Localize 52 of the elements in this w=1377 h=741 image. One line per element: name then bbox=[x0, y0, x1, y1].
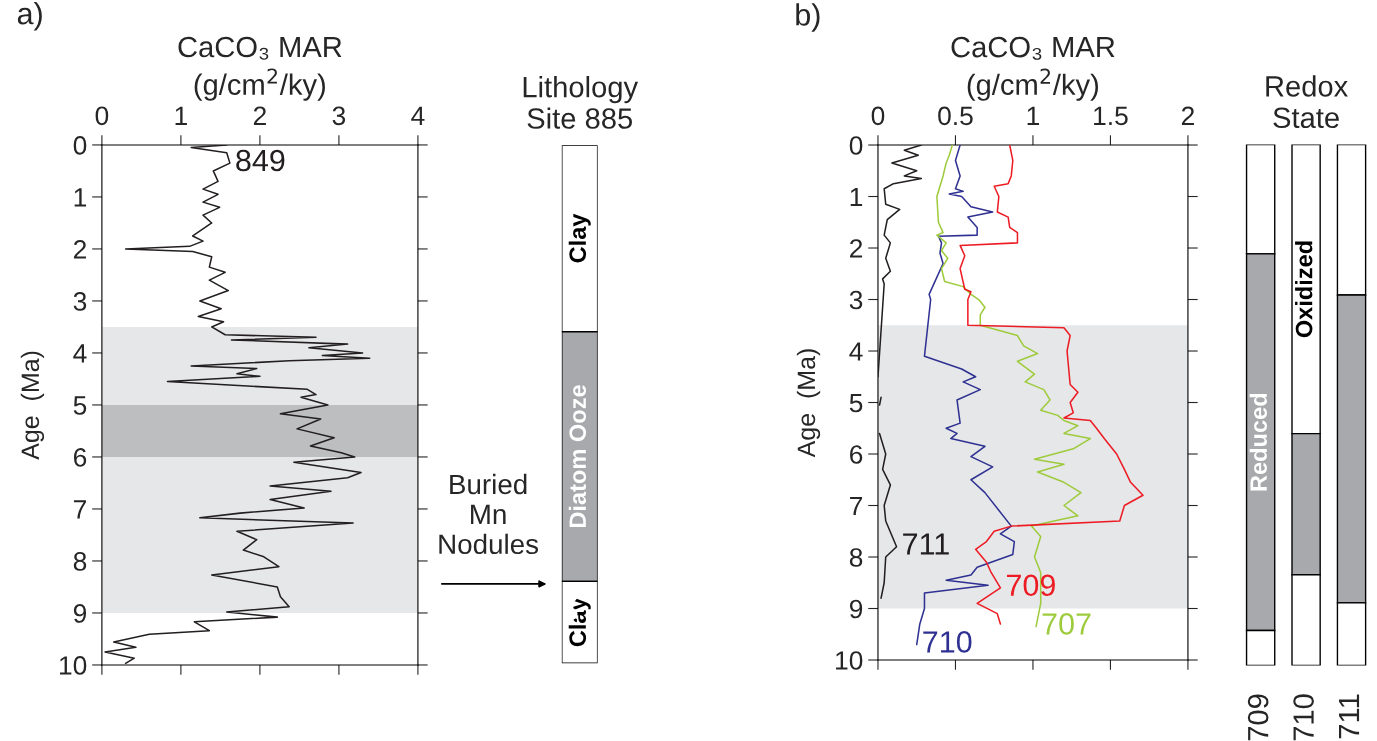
y-tick-label: 1 bbox=[850, 187, 863, 207]
chart-title: CaCO₃ MAR (g/cm$^{2}$/ky) bbox=[178, 36, 342, 101]
y-tick-label: 6 bbox=[73, 448, 87, 467]
chart-title: Lithology Site 885 bbox=[523, 76, 639, 129]
x-tick-label: 2 bbox=[253, 106, 266, 125]
text: a) bbox=[17, 2, 42, 31]
series-label: Diatom Ooze bbox=[568, 385, 587, 528]
y-axis-title: Age (Ma) bbox=[20, 351, 45, 460]
x-tick-label: 3 bbox=[332, 106, 346, 126]
x-tick-label: 1 bbox=[1027, 106, 1040, 125]
y-tick-label: 4 bbox=[73, 344, 87, 363]
x-tick-label: 710 bbox=[1293, 694, 1314, 741]
y-tick-label: 9 bbox=[849, 599, 863, 619]
x-tick-label: 0 bbox=[871, 106, 885, 126]
x-tick-label: 2 bbox=[1181, 106, 1194, 125]
y-tick-label: 0 bbox=[73, 136, 87, 155]
x-tick-label: 711 bbox=[1339, 694, 1360, 739]
y-tick-label: 7 bbox=[73, 500, 86, 519]
series-label: 707 bbox=[1042, 613, 1091, 635]
y-tick-label: 5 bbox=[73, 396, 87, 415]
series-label: Reduced bbox=[1249, 393, 1267, 491]
y-tick-label: 3 bbox=[849, 290, 863, 310]
y-tick-label: 2 bbox=[73, 240, 86, 259]
x-tick-label: 0 bbox=[95, 106, 109, 126]
x-tick-label: 0.5 bbox=[938, 106, 973, 126]
y-axis-title: Age (Ma) bbox=[796, 349, 821, 458]
y-tick-label: 0 bbox=[849, 136, 863, 155]
y-tick-label: 4 bbox=[849, 342, 863, 361]
x-tick-label: 4 bbox=[411, 106, 425, 125]
y-tick-label: 6 bbox=[850, 445, 863, 464]
series-label: 711 bbox=[903, 533, 949, 555]
y-tick-label: 10 bbox=[836, 651, 863, 670]
series-label: 849 bbox=[236, 149, 285, 172]
text: b) bbox=[796, 3, 820, 32]
series-label: Oxidized bbox=[1295, 241, 1313, 338]
chart-title: Redox State bbox=[1266, 75, 1348, 129]
y-tick-label: 1 bbox=[74, 188, 87, 207]
x-tick-label: 1 bbox=[175, 106, 187, 125]
y-tick-label: 5 bbox=[849, 393, 863, 413]
y-tick-label: 8 bbox=[73, 552, 87, 571]
series-label: 710 bbox=[923, 631, 972, 653]
series-label: Clay bbox=[568, 213, 591, 263]
y-tick-label: 9 bbox=[73, 604, 87, 623]
y-tick-label: 2 bbox=[850, 239, 863, 258]
chart-title: CaCO₃ MAR (g/cm$^{2}$/ky) bbox=[951, 36, 1115, 101]
x-tick-label: 1.5 bbox=[1094, 106, 1128, 126]
y-tick-label: 10 bbox=[59, 656, 87, 675]
text: Buried Mn Nodules bbox=[439, 473, 539, 555]
y-tick-label: 8 bbox=[849, 548, 863, 567]
x-tick-label: 709 bbox=[1247, 694, 1269, 741]
y-tick-label: 7 bbox=[850, 496, 863, 516]
y-tick-label: 3 bbox=[73, 292, 87, 311]
